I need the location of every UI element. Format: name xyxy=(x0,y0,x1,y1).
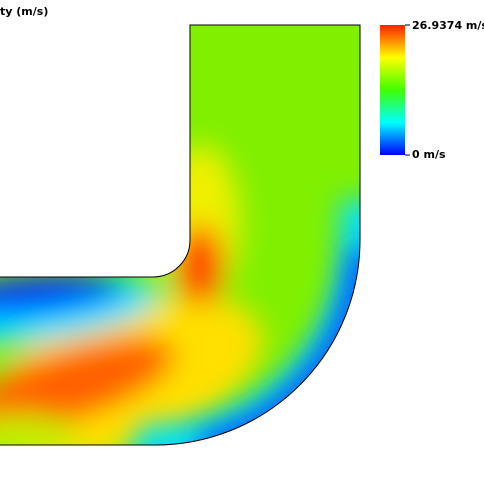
legend-max-label: 26.9374 m/s xyxy=(412,19,484,32)
contour-red xyxy=(178,225,222,305)
legend-min-label: 0 m/s xyxy=(412,148,446,161)
contour-green-bottom xyxy=(0,415,80,445)
color-legend-bar xyxy=(380,25,405,155)
plot-title: ty (m/s) xyxy=(0,5,48,18)
contour-orange xyxy=(0,337,176,433)
contour-blue-top xyxy=(0,275,125,315)
pipe-outline xyxy=(0,24,361,446)
